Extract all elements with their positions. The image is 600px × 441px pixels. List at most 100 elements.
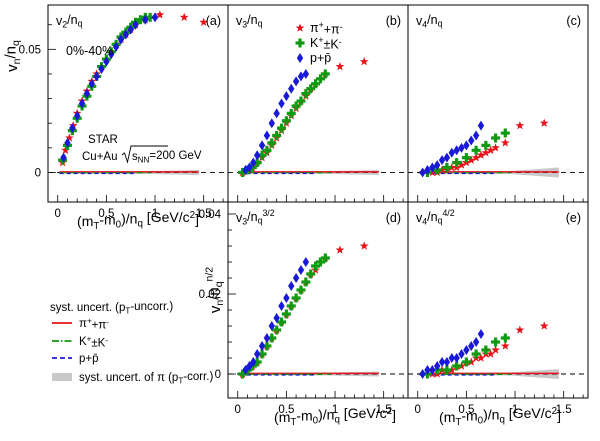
point-diamond xyxy=(458,142,465,153)
point-cross xyxy=(442,163,452,173)
x-tick-label: 0.5 xyxy=(458,404,474,416)
point-star xyxy=(515,121,525,130)
series-p-p xyxy=(60,12,159,163)
point-diamond xyxy=(477,120,485,131)
series-p-p xyxy=(242,257,310,375)
point-diamond xyxy=(98,64,105,75)
point-diamond xyxy=(127,24,134,35)
panel-d: 0 0.02 0.04 0 0.5 1 1.5 v3​/nq​3/2​ (d) xyxy=(199,201,409,416)
point-cross xyxy=(257,150,267,160)
series-k-k xyxy=(422,333,510,379)
point-star xyxy=(471,153,481,162)
point-diamond xyxy=(292,76,300,87)
point-diamond xyxy=(443,152,451,163)
point-cross xyxy=(291,293,301,303)
point-diamond xyxy=(78,98,86,109)
point-star xyxy=(457,160,466,169)
point-cross xyxy=(277,317,287,327)
syst-legend-label-pion: π+​+π-​ xyxy=(79,316,109,331)
syst-legend-label-proton: p+p̄ xyxy=(79,353,99,365)
syst-legend-label-kaon: K+​±K-​ xyxy=(79,334,108,349)
point-star xyxy=(466,155,476,164)
point-diamond xyxy=(453,353,460,363)
point-diamond xyxy=(288,83,295,94)
energy-label: sNN​=200 GeV xyxy=(132,150,202,164)
panel-letter: (a) xyxy=(206,14,221,28)
point-cross xyxy=(252,158,262,168)
point-cross xyxy=(277,123,287,133)
point-diamond xyxy=(453,145,460,156)
point-star xyxy=(486,349,496,358)
x-tick-label: 0 xyxy=(235,404,241,416)
point-star xyxy=(359,241,369,250)
legend-marker-cross xyxy=(295,38,305,48)
point-diamond xyxy=(151,12,159,23)
point-diamond xyxy=(253,349,261,359)
point-diamond xyxy=(258,140,266,151)
point-star xyxy=(500,341,510,350)
point-diamond xyxy=(438,155,446,166)
point-diamond xyxy=(117,34,125,45)
band-legend-swatch xyxy=(52,373,72,381)
panel-letter: (d) xyxy=(386,211,401,225)
syst-legend: syst. uncert. (pT​-uncorr.)π+​+π-​ K+​±K-… xyxy=(50,301,213,385)
point-cross xyxy=(267,138,277,148)
point-cross xyxy=(301,277,311,287)
point-cross xyxy=(481,140,491,150)
panel-e: 0 0.5 1 1.5 v4​/nq​4/2​ (e) xyxy=(407,201,589,416)
point-star xyxy=(65,133,74,142)
point-diamond xyxy=(468,341,475,351)
y-axis-label-top: vn​/nq​ xyxy=(3,40,24,72)
point-cross xyxy=(320,69,330,79)
point-cross xyxy=(272,325,282,335)
panel-frame xyxy=(407,201,589,399)
point-cross xyxy=(471,349,481,359)
point-star xyxy=(486,145,496,155)
point-cross xyxy=(500,128,510,138)
point-diamond xyxy=(93,71,100,82)
point-cross xyxy=(257,349,267,359)
point-diamond xyxy=(73,110,81,121)
point-star xyxy=(539,321,549,330)
point-cross xyxy=(238,167,248,177)
x-tick-label: 0 xyxy=(55,208,61,220)
point-diamond xyxy=(278,98,285,109)
experiment-label: STAR xyxy=(88,134,118,146)
point-cross xyxy=(262,145,272,155)
panel-title: v4​/nq​ xyxy=(416,13,443,30)
point-cross xyxy=(267,333,277,343)
point-diamond xyxy=(242,365,249,375)
centrality-label: 0%-40% xyxy=(66,44,113,58)
point-cross xyxy=(296,285,306,295)
point-cross xyxy=(311,261,321,271)
point-cross xyxy=(272,131,282,141)
point-diamond xyxy=(283,293,290,303)
x-tick-label: 0.5 xyxy=(278,404,294,416)
x-tick-label: 1.5 xyxy=(556,404,572,416)
point-diamond xyxy=(142,14,149,25)
point-cross xyxy=(315,257,325,267)
panel-letter: (b) xyxy=(386,14,401,28)
panel-frame xyxy=(227,201,409,399)
point-diamond xyxy=(103,56,110,67)
point-diamond xyxy=(433,361,441,371)
point-star xyxy=(155,10,165,19)
point-cross xyxy=(315,74,325,84)
legend-label-k-k: K+​±K-​ xyxy=(310,35,342,52)
point-diamond xyxy=(283,91,290,102)
panel-c: v4​/nq​ (c) xyxy=(407,4,589,203)
point-star xyxy=(481,148,491,157)
point-star xyxy=(359,57,369,66)
series-p-p xyxy=(242,68,310,175)
point-diamond xyxy=(297,265,305,275)
legend-marker-diamond xyxy=(296,53,304,63)
panel-a: 0 0.05 0 0.5 1 1.5 v2​/nq​ (a) xyxy=(19,4,229,220)
point-star xyxy=(491,345,500,354)
x-tick-label: 0.5 xyxy=(98,208,114,220)
point-diamond xyxy=(433,160,441,171)
point-cross xyxy=(452,361,462,371)
x-axis-label-d: (mT​-m0​)/nq​ [GeV/c2​] xyxy=(274,405,396,428)
point-star xyxy=(179,12,189,22)
legend-label-series: π+​+π-​ xyxy=(310,20,343,37)
